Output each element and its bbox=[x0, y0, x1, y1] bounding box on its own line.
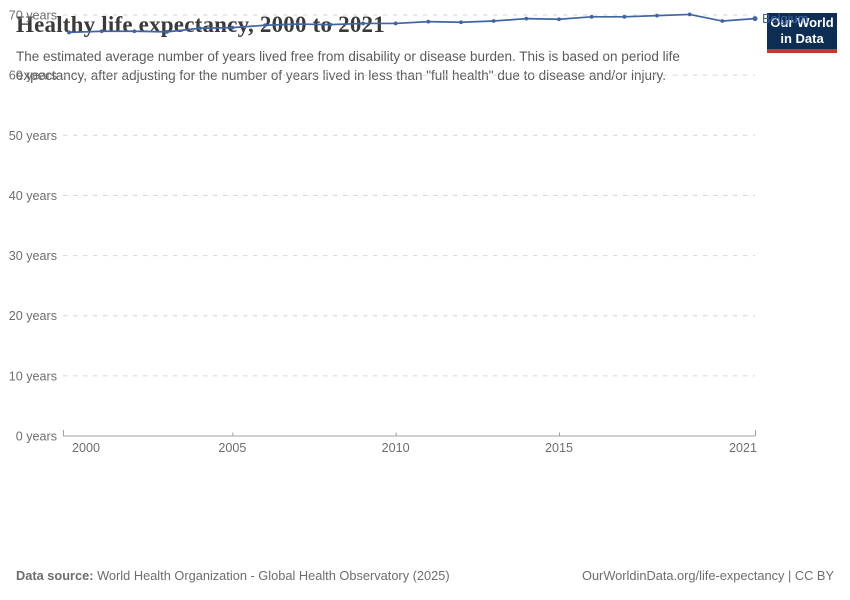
x-axis-tick-label: 2000 bbox=[72, 441, 100, 455]
data-point[interactable] bbox=[655, 13, 659, 18]
data-point[interactable] bbox=[328, 22, 333, 27]
x-axis-tick-label: 2015 bbox=[545, 441, 573, 455]
x-axis-tick-label: 2005 bbox=[218, 441, 246, 455]
data-point[interactable] bbox=[720, 19, 725, 23]
series-label-belgium[interactable]: Belgium bbox=[762, 11, 808, 26]
x-axis-tick-label: 2010 bbox=[382, 441, 410, 455]
chart-subtitle: The estimated average number of years li… bbox=[16, 49, 680, 83]
line-chart[interactable]: 0 years 10 years 20 years 30 years 40 years 5… bbox=[0, 0, 850, 470]
data-point[interactable] bbox=[622, 14, 627, 19]
data-point[interactable] bbox=[361, 21, 365, 26]
data-point[interactable] bbox=[197, 26, 202, 31]
owid-logo[interactable]: Our World in Data bbox=[767, 13, 837, 53]
data-point[interactable] bbox=[589, 14, 594, 19]
data-point[interactable] bbox=[687, 12, 692, 17]
owid-attribution-link[interactable]: OurWorldinData.org/life-expectancy | CC … bbox=[581, 568, 834, 583]
data-point[interactable] bbox=[263, 23, 267, 28]
data-point[interactable] bbox=[230, 25, 235, 30]
data-point[interactable] bbox=[752, 16, 758, 22]
data-source-label: Data source: bbox=[16, 568, 94, 583]
data-point[interactable] bbox=[165, 29, 169, 34]
data-point[interactable] bbox=[99, 29, 104, 34]
data-source-text: World Health Organization - Global Healt… bbox=[93, 568, 450, 583]
y-axis-tick-label: 10 years bbox=[9, 369, 57, 383]
chart-header: Healthy life expectancy, 2000 to 2021 Th… bbox=[16, 12, 834, 85]
y-axis-tick-label: 30 years bbox=[9, 249, 57, 263]
data-point[interactable] bbox=[524, 16, 529, 21]
data-point[interactable] bbox=[491, 19, 496, 23]
y-axis-tick-label: 0 years bbox=[16, 430, 57, 444]
data-point[interactable] bbox=[557, 17, 561, 22]
y-axis-tick-label: 40 years bbox=[9, 189, 57, 203]
chart-footer: Data source: World Health Organization -… bbox=[16, 568, 834, 583]
series-line-belgium bbox=[68, 13, 756, 34]
data-point[interactable] bbox=[459, 20, 463, 25]
owid-logo-line2: in Data bbox=[780, 31, 824, 46]
data-point[interactable] bbox=[132, 29, 137, 34]
data-point[interactable] bbox=[393, 21, 398, 26]
y-axis-tick-label: 60 years bbox=[9, 69, 57, 83]
owid-logo-line1: Our World bbox=[770, 15, 834, 30]
y-axis-tick-label: 50 years bbox=[9, 129, 57, 143]
data-point[interactable] bbox=[426, 19, 431, 24]
y-axis-tick-label: 20 years bbox=[9, 309, 57, 323]
y-axis-tick-label: 70 years bbox=[9, 9, 57, 23]
data-point[interactable] bbox=[67, 30, 71, 35]
data-source-note: Data source: World Health Organization -… bbox=[16, 568, 450, 583]
data-point[interactable] bbox=[295, 22, 300, 26]
x-axis-tick-label: 2021 bbox=[729, 441, 757, 455]
